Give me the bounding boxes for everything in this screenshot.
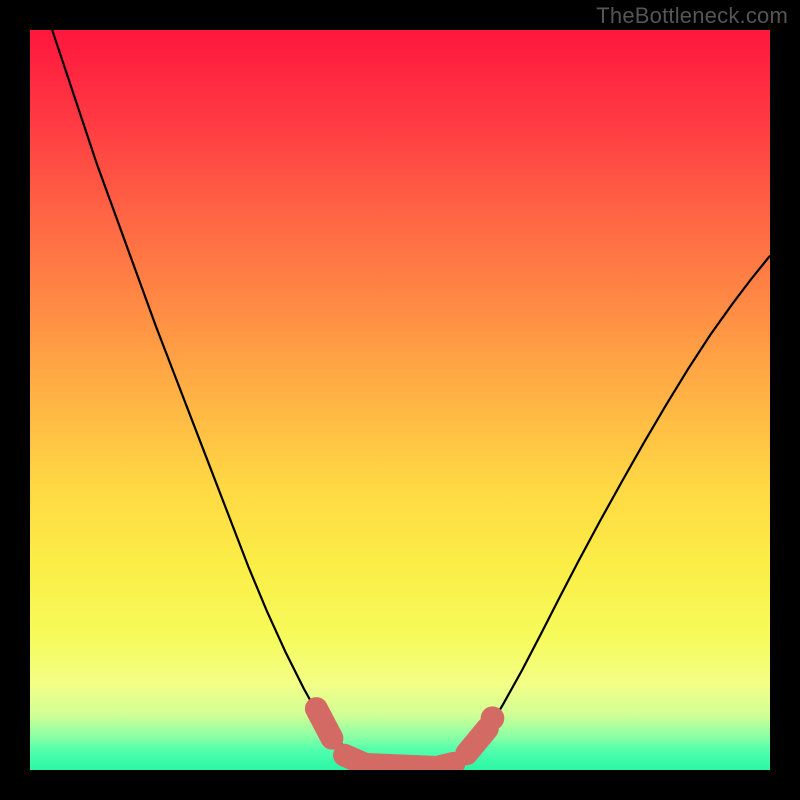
chart-container: TheBottleneck.com xyxy=(0,0,800,800)
highlight-capsule xyxy=(437,763,454,767)
highlight-capsule xyxy=(316,709,332,739)
watermark-text: TheBottleneck.com xyxy=(596,3,788,29)
gradient-background xyxy=(30,30,770,770)
bottleneck-chart-svg xyxy=(30,30,770,770)
plot-area xyxy=(30,30,770,770)
highlight-dot xyxy=(481,706,505,730)
highlight-capsule xyxy=(467,729,488,754)
